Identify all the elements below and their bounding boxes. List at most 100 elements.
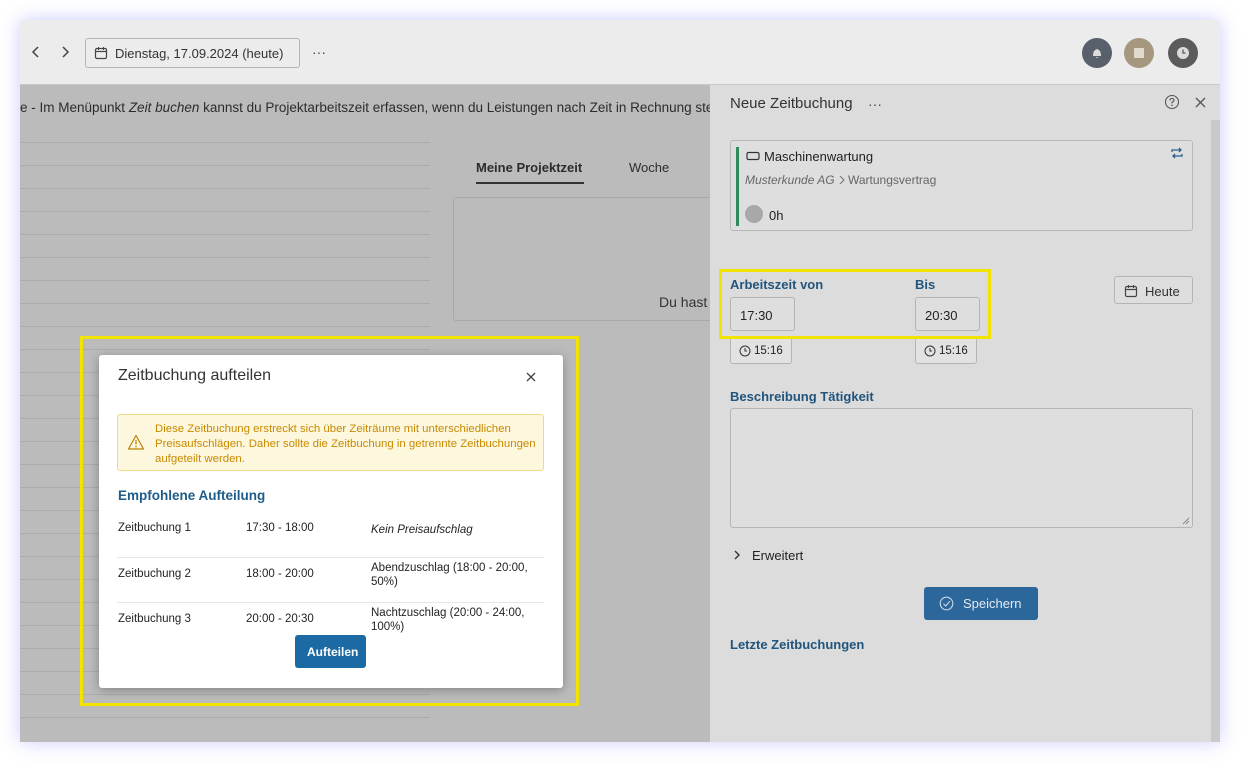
split-button[interactable]: Aufteilen — [295, 635, 366, 668]
calendar-icon — [1124, 285, 1138, 298]
hours: 0h — [769, 208, 784, 223]
from-now: 15:16 — [754, 345, 783, 357]
from-now-button[interactable]: 15:16 — [730, 337, 792, 364]
to-label: Bis — [915, 277, 936, 292]
today-button[interactable]: Heute — [1114, 276, 1193, 304]
task-card: Maschinenwartung Musterkunde AG Wartungs… — [730, 140, 1193, 231]
breadcrumb-separator — [839, 175, 845, 185]
today-label: Heute — [1145, 284, 1180, 299]
expand-icon[interactable] — [733, 550, 741, 560]
highlight-box — [80, 336, 579, 706]
row-time: 20:00 - 20:30 — [246, 613, 314, 625]
hours-indicator — [745, 205, 763, 223]
note-icon — [1134, 48, 1144, 58]
save-label: Speichern — [963, 596, 1022, 611]
next-day[interactable] — [59, 46, 71, 58]
previous-day[interactable] — [30, 46, 42, 58]
list-line — [20, 234, 430, 235]
contract: Wartungsvertrag — [848, 173, 937, 187]
resize-handle — [1182, 517, 1190, 525]
panel-more[interactable]: ··· — [868, 96, 882, 112]
list-line — [20, 165, 430, 166]
banner-text: e - Im Menüpunkt — [20, 100, 129, 115]
list-line — [20, 211, 430, 212]
scrollbar — [1211, 120, 1220, 742]
warning-text: Diese Zeitbuchung erstreckt sich über Ze… — [155, 423, 536, 465]
task-name: Maschinenwartung — [764, 149, 874, 164]
split-heading: Empfohlene Aufteilung — [118, 488, 266, 503]
list-line — [20, 142, 430, 143]
close-panel[interactable] — [1195, 97, 1206, 108]
status-bar — [736, 147, 739, 226]
list-line — [20, 303, 430, 304]
timer[interactable] — [1168, 38, 1198, 68]
to-now: 15:16 — [939, 345, 968, 357]
tab-active[interactable]: Meine Projektzeit — [476, 160, 583, 175]
banner-emphasis: Zeit buchen — [128, 100, 200, 115]
calendar-icon — [94, 47, 108, 60]
split-button-label: Aufteilen — [307, 645, 359, 659]
highlight-box — [719, 269, 991, 339]
to-now-button[interactable]: 15:16 — [915, 337, 977, 364]
list-line — [20, 326, 430, 327]
row-surcharge: Abendzuschlag (18:00 - 20:00, 50%) — [371, 562, 528, 588]
more-menu[interactable]: ··· — [312, 44, 326, 60]
notes[interactable] — [1124, 38, 1154, 68]
clock-icon — [739, 345, 751, 357]
from-value: 17:30 — [740, 308, 773, 323]
top-bar: Dienstag, 17.09.2024 (heute) ··· — [20, 20, 1220, 85]
description-label: Beschreibung Tätigkeit — [730, 389, 874, 404]
row-surcharge: Nachtzuschlag (20:00 - 24:00, 100%) — [371, 607, 525, 633]
task-icon — [746, 151, 760, 161]
advanced-toggle[interactable]: Erweitert — [752, 548, 804, 563]
from-input[interactable]: 17:30 — [730, 297, 795, 331]
row-divider — [117, 557, 544, 558]
list-line — [20, 349, 430, 350]
list-line — [20, 188, 430, 189]
dialog-title: Zeitbuchung aufteilen — [118, 367, 271, 384]
row-surcharge: Kein Preisaufschlag — [371, 524, 473, 536]
tab-underline — [476, 182, 584, 184]
date-picker[interactable]: Dienstag, 17.09.2024 (heute) — [85, 38, 300, 68]
check-icon — [939, 596, 954, 611]
list-line — [20, 280, 430, 281]
row-name: Zeitbuchung 3 — [118, 613, 191, 625]
empty-card: Du hast — [453, 197, 723, 321]
from-label: Arbeitszeit von — [730, 277, 824, 292]
list-line — [20, 717, 430, 718]
bell-icon — [1093, 49, 1101, 58]
to-value: 20:30 — [925, 308, 958, 323]
clock-icon — [1177, 47, 1189, 59]
row-time: 17:30 - 18:00 — [246, 522, 314, 534]
description-input[interactable] — [730, 408, 1193, 528]
list-line — [20, 257, 430, 258]
tab[interactable]: Woche — [629, 160, 670, 175]
row-time: 18:00 - 20:00 — [246, 568, 314, 580]
warning-icon — [127, 434, 145, 450]
clock-icon — [924, 345, 936, 357]
customer: Musterkunde AG — [745, 173, 835, 187]
recent-heading: Letzte Zeitbuchungen — [730, 637, 865, 652]
switch-task[interactable] — [1170, 147, 1184, 159]
app-window: Dienstag, 17.09.2024 (heute) ··· e - Im … — [20, 20, 1220, 742]
list-line — [20, 694, 430, 695]
side-panel: Neue Zeitbuchung ··· Maschinenwartung Mu… — [710, 85, 1220, 742]
date-label: Dienstag, 17.09.2024 (heute) — [115, 46, 284, 61]
split-dialog: Zeitbuchung aufteilen Diese Zeitbuchung … — [99, 355, 563, 688]
empty-text: Du hast — [659, 294, 708, 310]
row-divider — [117, 602, 544, 603]
notifications[interactable] — [1082, 38, 1112, 68]
close-dialog[interactable] — [526, 372, 536, 382]
warning-box: Diese Zeitbuchung erstreckt sich über Ze… — [117, 414, 544, 471]
banner-text: kannst du Projektarbeitszeit erfassen, w… — [199, 100, 714, 115]
row-name: Zeitbuchung 2 — [118, 568, 191, 580]
row-name: Zeitbuchung 1 — [118, 522, 191, 534]
panel-title: Neue Zeitbuchung — [730, 95, 853, 112]
save-button[interactable]: Speichern — [924, 587, 1038, 620]
help-button[interactable] — [1164, 94, 1180, 110]
info-banner: e - Im Menüpunkt Zeit buchen kannst du P… — [20, 101, 713, 115]
to-input[interactable]: 20:30 — [915, 297, 980, 331]
